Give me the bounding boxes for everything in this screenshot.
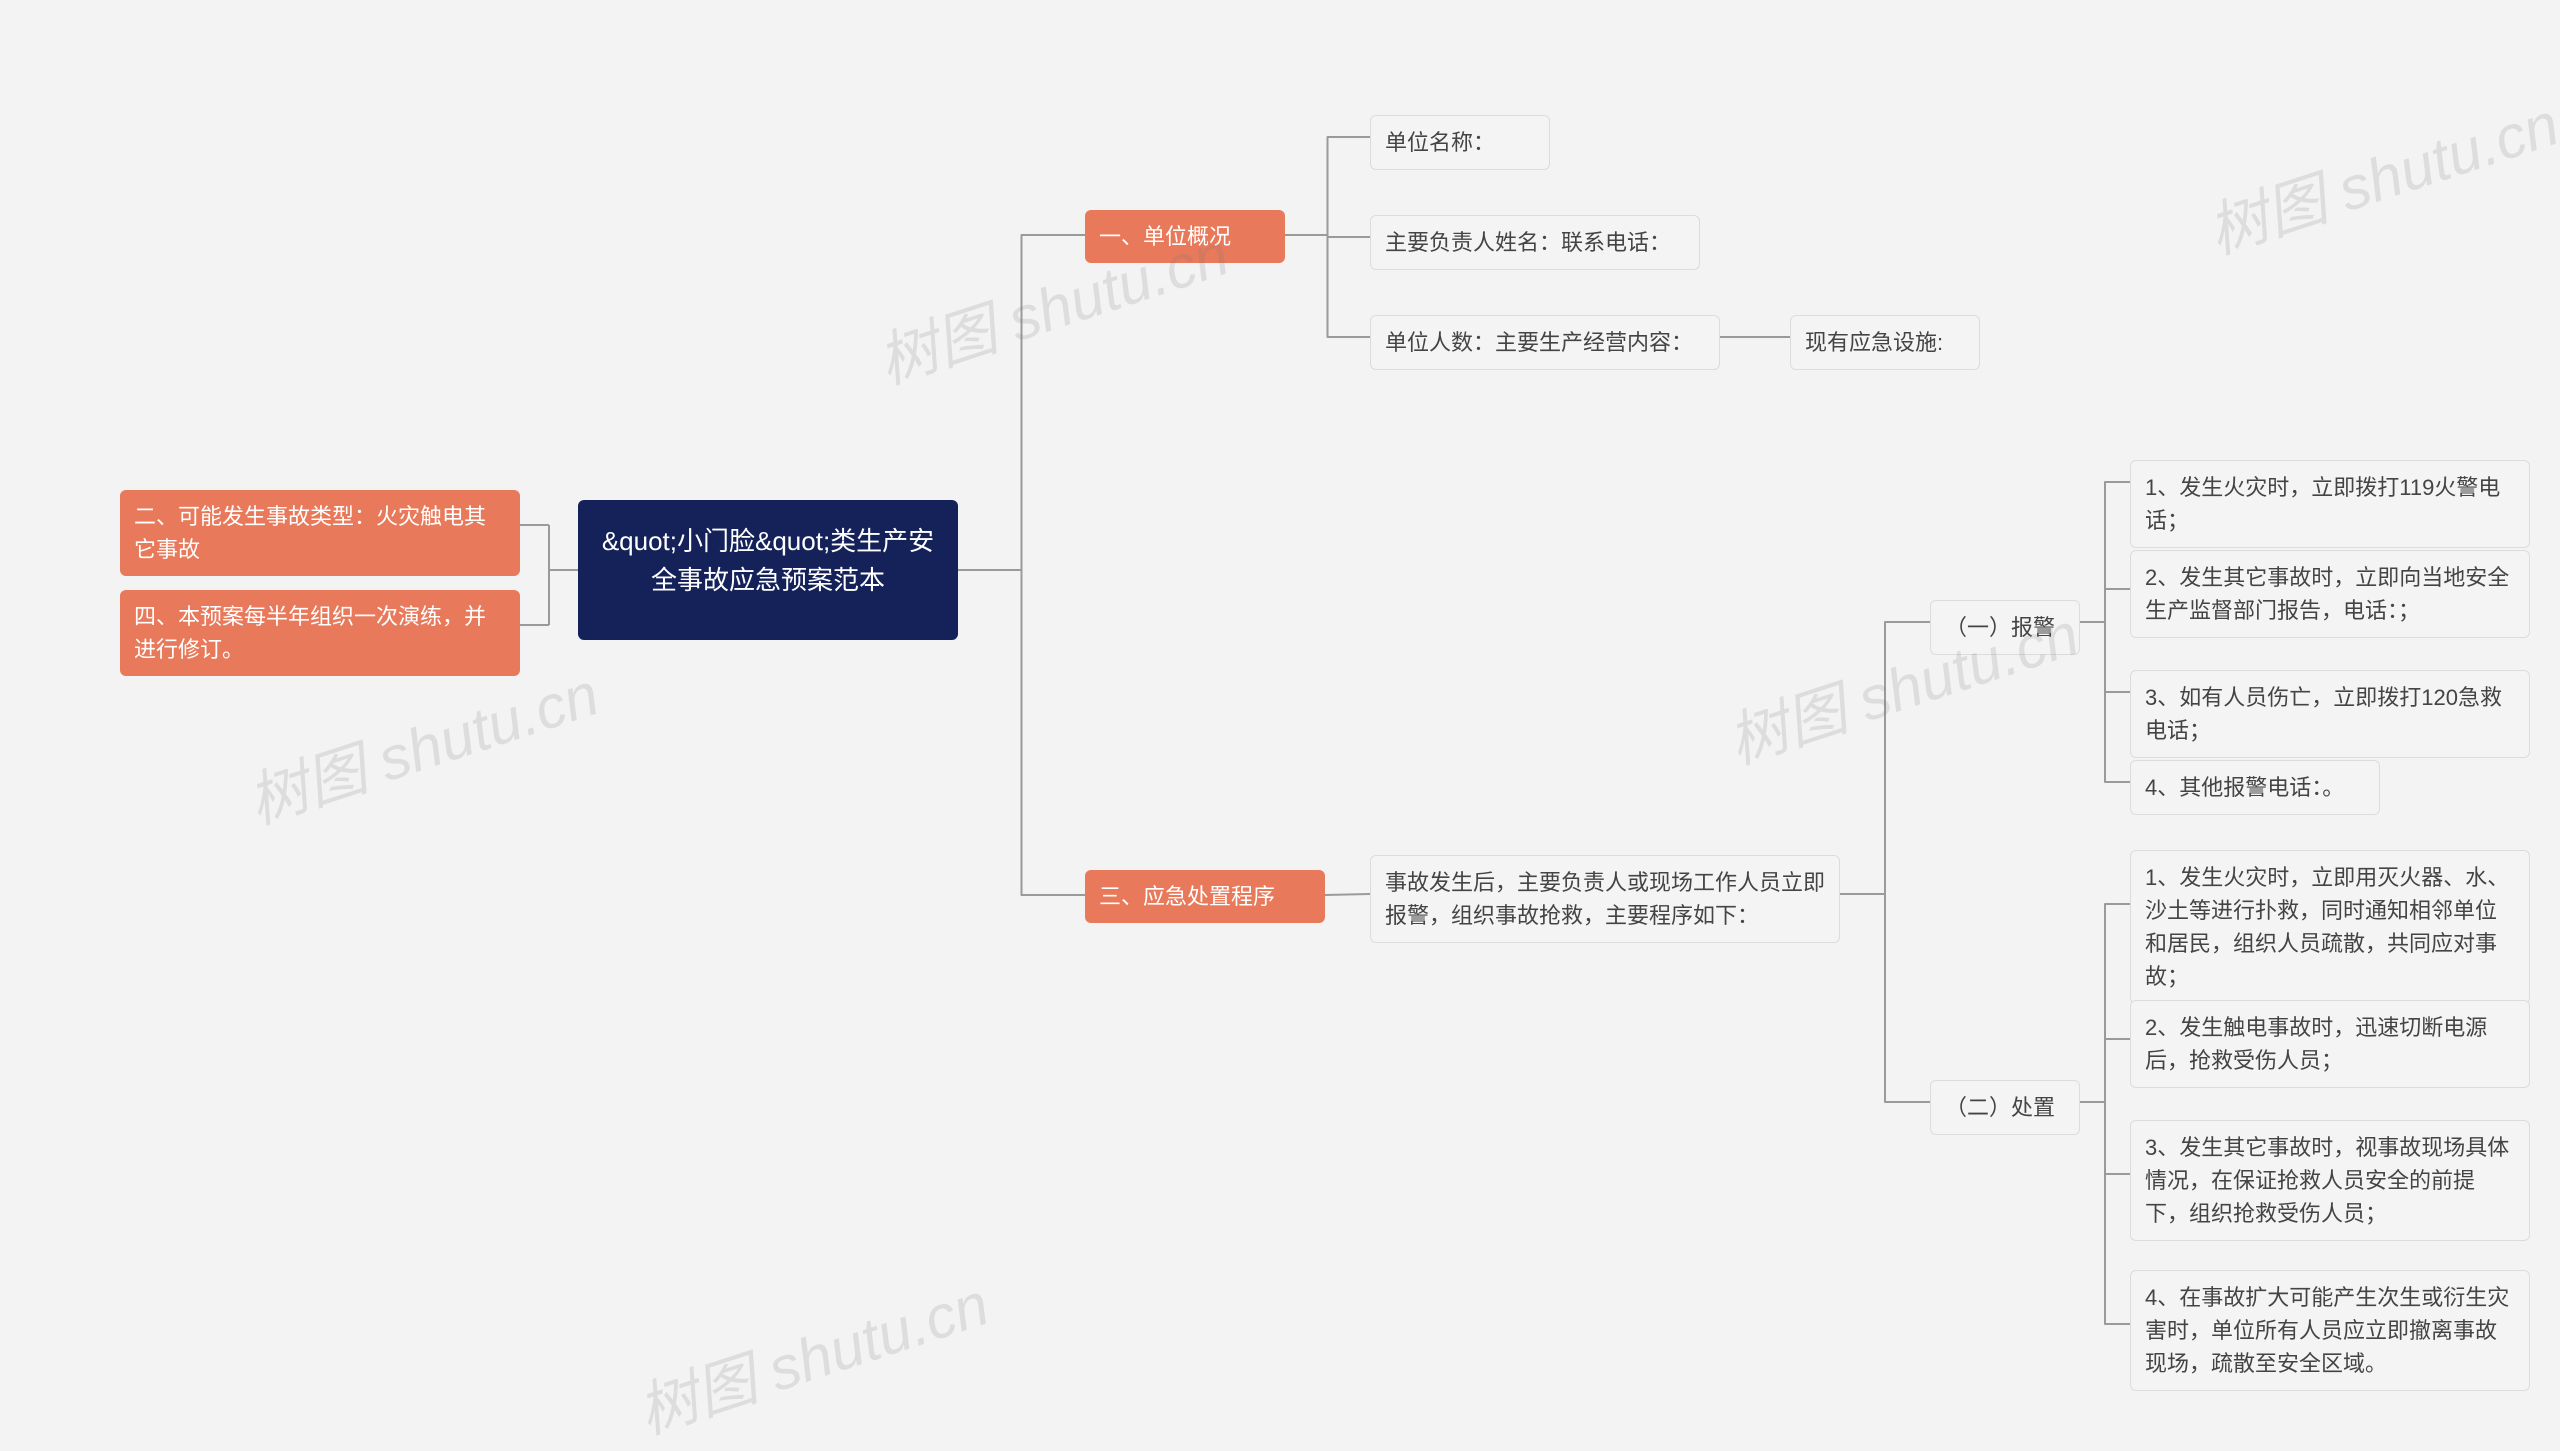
branch-r1: 一、单位概况 <box>1085 210 1285 263</box>
node-r3a1: （一）报警 <box>1930 600 2080 655</box>
node-r3a2: （二）处置 <box>1930 1080 2080 1135</box>
left-node-l4: 四、本预案每半年组织一次演练，并进行修订。 <box>120 590 520 676</box>
node-r3a2b: 2、发生触电事故时，迅速切断电源后，抢救受伤人员； <box>2130 1000 2530 1088</box>
node-r1a: 单位名称： <box>1370 115 1550 170</box>
branch-r3: 三、应急处置程序 <box>1085 870 1325 923</box>
node-r3a1c: 3、如有人员伤亡，立即拨打120急救电话； <box>2130 670 2530 758</box>
node-r3a2d: 4、在事故扩大可能产生次生或衍生灾害时，单位所有人员应立即撤离事故现场，疏散至安… <box>2130 1270 2530 1391</box>
watermark: 树图 shutu.cn <box>2195 76 2560 271</box>
node-r3a1d: 4、其他报警电话：。 <box>2130 760 2380 815</box>
node-r3a2c: 3、发生其它事故时，视事故现场具体情况，在保证抢救人员安全的前提下，组织抢救受伤… <box>2130 1120 2530 1241</box>
left-node-l2: 二、可能发生事故类型：火灾触电其它事故 <box>120 490 520 576</box>
watermark: 树图 shutu.cn <box>625 1256 998 1451</box>
node-r1b: 主要负责人姓名：联系电话： <box>1370 215 1700 270</box>
node-r3a1a: 1、发生火灾时，立即拨打119火警电话； <box>2130 460 2530 548</box>
root-node: &quot;小门脸&quot;类生产安全事故应急预案范本 <box>578 500 958 640</box>
node-r3a: 事故发生后，主要负责人或现场工作人员立即报警，组织事故抢救，主要程序如下： <box>1370 855 1840 943</box>
node-r1c1: 现有应急设施: <box>1790 315 1980 370</box>
node-r3a2a: 1、发生火灾时，立即用灭火器、水、沙土等进行扑救，同时通知相邻单位和居民，组织人… <box>2130 850 2530 1004</box>
node-r3a1b: 2、发生其它事故时，立即向当地安全生产监督部门报告，电话：； <box>2130 550 2530 638</box>
node-r1c: 单位人数：主要生产经营内容： <box>1370 315 1720 370</box>
